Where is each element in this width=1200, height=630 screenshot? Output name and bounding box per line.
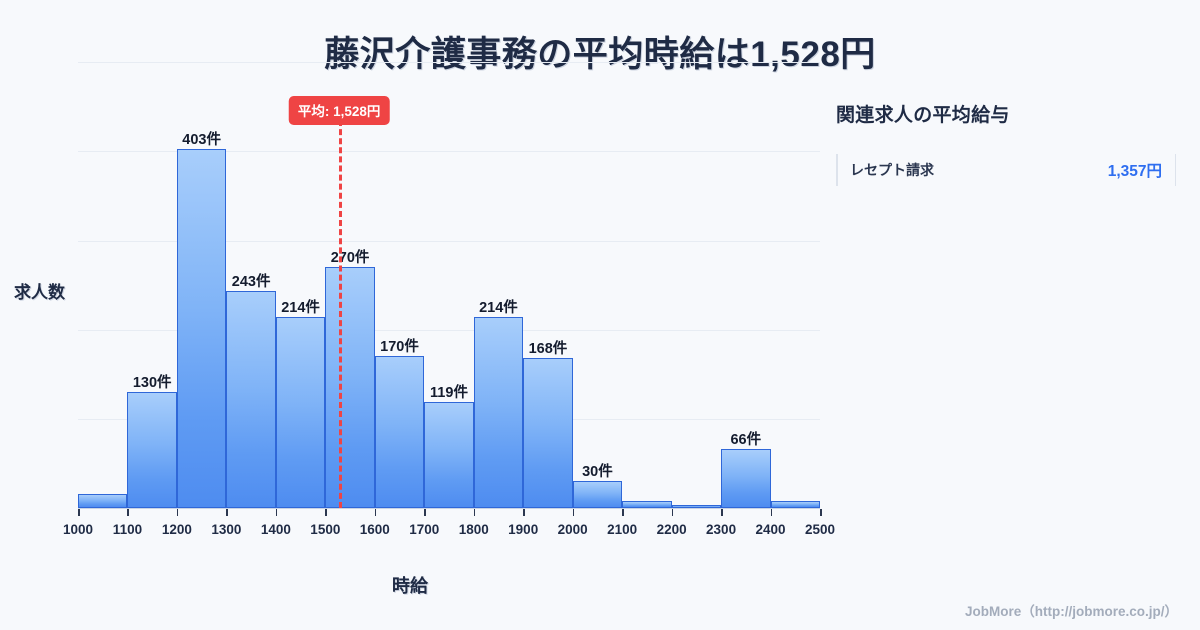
x-tick-mark: [820, 509, 822, 516]
bar-value-label: 30件: [582, 464, 613, 481]
x-tick-mark: [127, 509, 129, 516]
x-tick-label: 1300: [211, 522, 242, 537]
x-tick-mark: [176, 509, 179, 516]
x-tick-mark: [523, 509, 525, 516]
x-tick-label: 1700: [409, 522, 440, 537]
gridline: [78, 151, 820, 153]
x-tick-label: 1400: [260, 522, 291, 537]
histogram-bar[interactable]: [671, 505, 722, 508]
histogram-plot-area: 130件 403件 243件 214件 270件 170件 119件 214件 168件 30件 6…: [78, 62, 820, 509]
gridline: [78, 62, 820, 64]
x-tick-mark: [424, 509, 426, 516]
mean-line: [339, 120, 343, 508]
x-tick-label: 1000: [62, 522, 94, 537]
x-tick-mark: [226, 509, 228, 516]
x-tick-label: 1900: [508, 522, 539, 537]
mean-value-badge: 平均: 1,528円: [288, 96, 390, 125]
histogram-bar[interactable]: [176, 148, 227, 508]
x-tick-label: 1600: [359, 522, 390, 537]
gridline: [78, 240, 820, 242]
related-job-salary: 1,357円: [1107, 163, 1162, 180]
x-tick-mark: [374, 509, 377, 516]
histogram-bar[interactable]: [127, 392, 177, 508]
related-job-row[interactable]: レセプト請求 1,357円: [836, 153, 1176, 187]
histogram-bar[interactable]: [325, 267, 375, 508]
histogram-bar[interactable]: [473, 317, 524, 508]
x-tick-mark: [622, 509, 624, 516]
histogram-bar[interactable]: [721, 449, 771, 508]
x-tick-label: 1800: [458, 522, 489, 537]
histogram-bar[interactable]: [374, 356, 425, 508]
x-tick-mark: [721, 509, 723, 516]
histogram-bar[interactable]: [523, 358, 573, 508]
x-tick-label: 2200: [656, 522, 687, 537]
histogram-bar[interactable]: [424, 401, 474, 508]
bar-value-label: 403件: [182, 131, 222, 148]
histogram-bar[interactable]: [78, 493, 128, 508]
x-tick-label: 2100: [607, 522, 638, 537]
histogram-bar[interactable]: [226, 291, 276, 508]
bar-value-label: 130件: [132, 375, 172, 392]
histogram-bar[interactable]: [275, 317, 326, 508]
y-axis-label: 求人数: [14, 283, 65, 302]
bar-value-label: 214件: [479, 300, 518, 317]
bar-value-label: 170件: [380, 339, 419, 356]
related-jobs-panel-title: 関連求人の平均給与: [836, 105, 1010, 126]
x-tick-label: 1200: [161, 522, 192, 537]
x-tick-mark: [770, 509, 773, 516]
gridline: [78, 329, 820, 331]
x-tick-label: 1500: [310, 522, 341, 537]
x-tick-mark: [325, 509, 327, 516]
bar-value-label: 119件: [430, 384, 468, 401]
x-tick-mark: [473, 509, 476, 516]
x-tick-label: 1100: [112, 522, 143, 537]
related-jobs-list: レセプト請求 1,357円: [836, 153, 1176, 187]
bar-value-label: 243件: [231, 274, 271, 291]
related-job-name: レセプト請求: [850, 162, 934, 178]
axis-baseline: [78, 508, 820, 509]
x-tick-label: 2400: [755, 522, 786, 537]
x-axis-label: 時給: [392, 576, 428, 596]
x-tick-mark: [78, 509, 80, 516]
x-tick-mark: [275, 509, 278, 516]
x-tick-label: 2000: [557, 522, 588, 537]
bar-value-label: 270件: [330, 250, 370, 267]
histogram-bar[interactable]: [770, 500, 820, 508]
x-tick-label: 2500: [804, 522, 836, 537]
x-tick-mark: [671, 509, 674, 516]
x-axis-ticks: 1000 1100 1200 1300 1400 1500 1600 1700 1800 1900…: [63, 509, 835, 549]
bar-value-label: 66件: [730, 432, 762, 449]
related-jobs-panel: 関連求人の平均給与 レセプト請求 1,357円: [836, 100, 1176, 187]
page-title: 藤沢介護事務の平均時給は1,528円: [324, 35, 876, 74]
x-tick-label: 2300: [706, 522, 737, 537]
footer-credit: JobMore（http://jobmore.co.jp/）: [965, 604, 1178, 619]
histogram-bar[interactable]: [622, 500, 672, 508]
bar-value-label: 214件: [281, 300, 320, 317]
bar-value-label: 168件: [528, 341, 568, 358]
x-tick-mark: [572, 509, 575, 516]
histogram-bar[interactable]: [572, 481, 623, 508]
